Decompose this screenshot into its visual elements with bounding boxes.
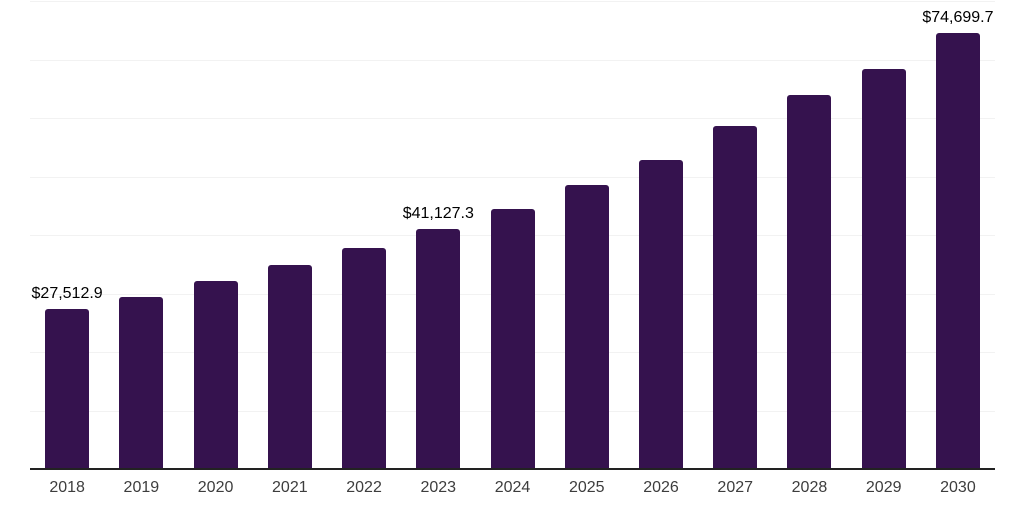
- bars-row: $27,512.9 $41,127.3 $74,699.7: [30, 0, 995, 470]
- gridline: [30, 59, 995, 61]
- bar-2025: [564, 184, 609, 470]
- bar-2021: [267, 264, 312, 470]
- plot-area: $27,512.9 $41,127.3 $74,699.7: [30, 0, 995, 470]
- bar-slot: [698, 0, 772, 470]
- bar-slot: $41,127.3: [401, 0, 475, 470]
- bar-2022: [342, 248, 387, 470]
- bar-2029: [861, 69, 906, 470]
- bar-slot: [327, 0, 401, 470]
- bar-2026: [638, 159, 683, 470]
- bar-2028: [787, 95, 832, 470]
- bar-2020: [193, 281, 238, 470]
- bar-slot: $74,699.7: [921, 0, 995, 470]
- gridline: [30, 118, 995, 119]
- x-tick-label: 2022: [346, 479, 382, 496]
- x-axis-labels: 2018 2019 2020 2021 2022 2023 2024 2025 2026 2027…: [30, 470, 995, 497]
- bar-slot: [178, 0, 252, 470]
- bar-2024: [490, 208, 535, 470]
- bar-2023: [416, 229, 461, 470]
- bar-2019: [119, 296, 164, 470]
- x-tick-label: 2020: [197, 479, 234, 496]
- x-tick-label: 2026: [643, 479, 679, 496]
- bar-slot: [624, 0, 698, 470]
- bar-slot: [772, 0, 846, 470]
- x-tick-label: 2018: [49, 479, 85, 496]
- bar-slot: [847, 0, 921, 470]
- x-tick-label: 2025: [568, 479, 605, 496]
- bar-value-label: $41,127.3: [402, 205, 474, 223]
- x-tick-label: 2029: [865, 479, 902, 496]
- x-tick-label: 2030: [940, 479, 976, 496]
- gridline: [30, 1, 995, 2]
- bar-slot: [253, 0, 327, 470]
- x-tick-label: 2023: [420, 479, 457, 496]
- x-axis-line: [30, 468, 995, 470]
- x-tick-label: 2024: [494, 479, 531, 496]
- bar-value-label: $27,512.9: [31, 285, 103, 303]
- x-tick-label: 2027: [717, 479, 754, 496]
- bar-2018: [45, 309, 90, 470]
- bar-value-label: $74,699.7: [922, 9, 994, 27]
- bar-2030: [935, 33, 980, 470]
- x-tick-label: 2021: [272, 479, 308, 496]
- x-tick-label: 2028: [791, 479, 828, 496]
- bar-slot: [550, 0, 624, 470]
- x-tick-label: 2019: [123, 479, 160, 496]
- bar-slot: [475, 0, 549, 470]
- bar-slot: [104, 0, 178, 470]
- bar-slot: $27,512.9: [30, 0, 104, 470]
- gridline: [30, 176, 995, 178]
- bar-2027: [713, 126, 758, 470]
